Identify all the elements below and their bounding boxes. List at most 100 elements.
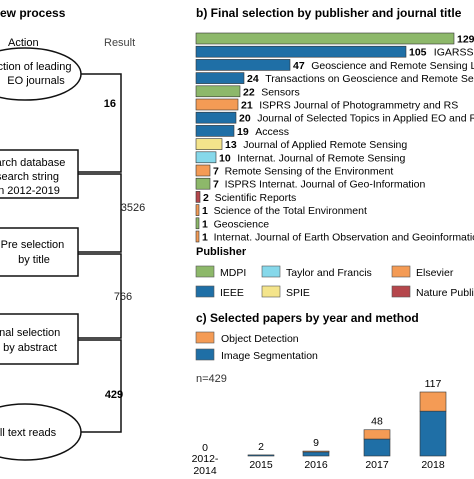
panel-b-legend-title: Publisher [196,246,247,258]
publisher-legend-swatch [391,265,411,278]
year-tick-label: 2016 [304,459,328,471]
journal-name-label: Journal of Selected Topics in Applied EO… [257,113,474,125]
journal-name-label: ISPRS Internat. Journal of Geo-Informati… [225,179,426,191]
method-legend-swatch [195,348,215,361]
journal-bar [195,59,291,71]
year-tick-label: 2015 [249,459,273,471]
panel-c-title: c) Selected papers by year and method [196,311,419,325]
journal-value-label: 19 [237,126,249,138]
publisher-legend-swatch [261,265,281,278]
flow-title: ew process [0,6,66,20]
flow-action-header: Action [8,37,39,49]
publisher-legend-label: SPIE [286,287,310,299]
journal-value-label: 1 [202,205,208,217]
flow-result-4: 429 [105,389,123,401]
publisher-legend-label: IEEE [220,287,244,299]
flow-step-3-text: Pre selection by title [1,239,68,266]
journal-value-label: 7 [213,179,219,191]
journal-name-label: Remote Sensing of the Environment [225,166,394,178]
publisher-legend-swatch [195,285,215,298]
journal-name-label: Geoscience and Remote Sensing Lette [311,60,474,72]
journal-bar [195,191,201,203]
journal-value-label: 21 [241,100,253,112]
method-legend-label: Image Segmentation [221,350,318,362]
publisher-legend-swatch [261,285,281,298]
method-legend-label: Object Detection [221,333,299,345]
flow-connector-4 [78,339,122,433]
flow-result-3: 766 [114,291,132,303]
journal-name-label: Science of the Total Environment [214,205,367,217]
journal-bar [195,111,237,124]
year-bar-segment [419,391,447,412]
journal-name-label: Internat. Journal of Remote Sensing [237,152,405,164]
year-total-label: 9 [313,437,319,449]
journal-bar [195,204,200,216]
journal-value-label: 20 [239,113,251,125]
year-bar-segment [363,429,391,440]
panel-c-n-label: n=429 [196,373,227,385]
flow-step-2-text: earch database search string n 2012-2019 [0,157,68,197]
year-tick-label: 2012- [192,453,219,465]
journal-bar [195,72,245,84]
publisher-legend-swatch [391,285,411,298]
journal-value-label: 22 [243,86,255,98]
flow-connector-3 [78,253,122,339]
journal-value-label: 10 [219,152,231,164]
journal-bar [195,85,241,98]
journal-bar [195,125,235,137]
publisher-legend: MDPI Taylor and Francis Elsevier IEEE SPIE Na… [195,265,474,299]
flow-diagram: ew process Action Result ction of leadin… [0,6,145,461]
flow-step-1-text: ction of leading EO journals [0,61,75,87]
year-total-label: 117 [425,378,442,390]
journal-name-label: IGARSS Pap [434,47,474,59]
flow-result-header: Result [104,37,135,49]
journal-bar [195,138,223,150]
flow-connector-1 [81,73,122,150]
journal-value-label: 2 [203,192,209,204]
journal-value-label: 7 [213,166,219,178]
publisher-legend-swatch [195,265,215,278]
journal-value-label: 1 [202,232,208,244]
journal-value-label: 1 [202,218,208,230]
year-bar-segment [419,410,447,457]
flow-result-2: 3526 [121,202,145,214]
year-total-label: 2 [258,441,264,453]
panel-b: b) Final selection by publisher and jour… [195,6,474,299]
journal-bar [195,230,200,243]
year-bar-segment [247,454,275,457]
journal-value-label: 129 [457,34,474,46]
journal-value-label: 105 [409,47,427,59]
flow-step-4-text: inal selection by abstract [0,327,63,354]
year-total-label: 48 [371,416,383,428]
flow-step-5-text: ll text reads [0,427,57,439]
panel-b-title: b) Final selection by publisher and jour… [196,6,462,20]
journal-name-label: ISPRS Journal of Photogrammetry and RS [259,100,458,112]
journal-name-label: Internat. Journal of Earth Observation a… [214,232,474,244]
journal-bar [195,45,407,58]
journal-name-label: Geoscience [214,218,270,230]
journal-name-label: Access [255,126,289,138]
publisher-legend-label: Nature Publi [416,287,474,299]
year-tick-label: 2017 [365,459,389,471]
year-bar-segment [302,450,330,453]
publisher-legend-label: Elsevier [416,267,454,279]
journal-bar [195,98,239,111]
year-bar-segment [363,438,391,457]
journal-value-label: 47 [293,60,305,72]
journal-bar [195,164,211,177]
method-legend-swatch [195,331,215,344]
journal-value-label: 24 [247,73,259,85]
flow-result-1: 16 [104,98,116,110]
journal-bar [195,217,200,230]
panel-c: c) Selected papers by year and method Ob… [192,311,447,477]
journal-name-label: Journal of Applied Remote Sensing [243,139,407,151]
publisher-legend-label: MDPI [220,267,246,279]
flow-step-1-shape [0,47,82,101]
year-tick-label: 2018 [421,459,445,471]
method-legend: Object Detection Image Segmentation [195,331,318,362]
journal-bar [195,177,211,190]
year-total-label: 0 [202,442,208,454]
panel-b-bars: 129Rem Sen105IGARSS Pap47Geoscience and … [195,32,474,244]
